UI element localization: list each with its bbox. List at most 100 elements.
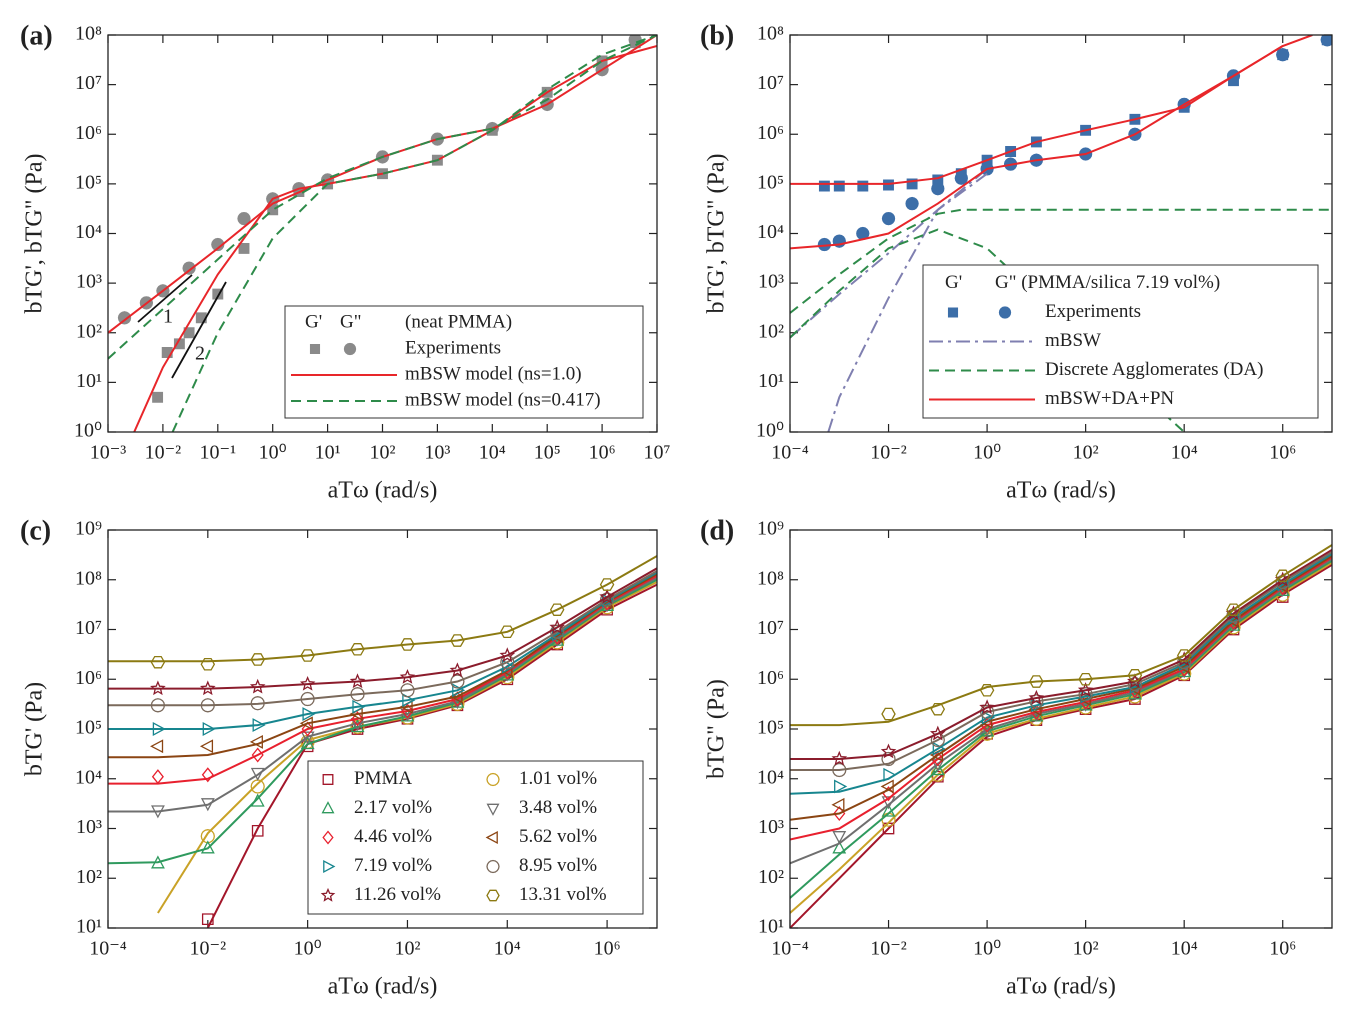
legend-header: G": [340, 311, 361, 332]
data-point: [309, 343, 321, 355]
model-line: [171, 35, 657, 432]
plot-area: [108, 555, 657, 928]
x-tick-label: 10³: [424, 442, 450, 464]
model-line: [108, 574, 657, 785]
data-point: [400, 683, 415, 698]
y-tick-label: 10⁸: [757, 567, 784, 589]
x-tick-label: 10⁻⁴: [771, 442, 809, 464]
model-line: [790, 172, 988, 339]
y-tick-label: 10⁷: [75, 617, 102, 639]
x-tick-label: 10⁻²: [145, 442, 182, 464]
data-point: [832, 831, 847, 845]
data-point: [905, 196, 919, 211]
slope-line: [137, 274, 193, 323]
data-point: [117, 311, 132, 325]
y-axis-label: bTG', bTG" (Pa): [22, 153, 48, 313]
data-point: [931, 182, 945, 196]
data-point: [250, 696, 265, 711]
data-point: [1320, 35, 1332, 47]
panel-label: (a): [20, 20, 53, 51]
model-line: [790, 35, 1313, 185]
y-tick-label: 10⁵: [75, 171, 102, 193]
model-line: [790, 553, 1332, 795]
legend-label: mBSW model (ns=0.417): [405, 389, 601, 410]
data-point: [857, 180, 869, 192]
data-point: [151, 805, 165, 819]
model-line: [108, 571, 657, 730]
data-point: [202, 722, 216, 736]
data-point: [929, 725, 946, 741]
data-point: [200, 829, 215, 844]
data-point: [834, 779, 848, 794]
data-point: [320, 887, 336, 902]
y-tick-label: 10⁶: [757, 122, 784, 144]
y-tick-label: 10⁴: [75, 766, 102, 788]
x-tick-label: 10⁰: [973, 938, 1001, 960]
model-line: [790, 548, 1332, 760]
annotation: 1: [163, 306, 173, 328]
data-point: [979, 684, 995, 697]
plot-frame: [789, 529, 1333, 929]
x-tick-label: 10⁻²: [870, 938, 907, 960]
data-point: [1176, 649, 1192, 662]
data-point: [182, 261, 196, 275]
model-line: [790, 563, 1332, 928]
y-tick-label: 10⁹: [757, 518, 784, 540]
x-tick-label: 10⁷: [644, 442, 671, 464]
data-point: [300, 649, 315, 662]
data-point: [301, 721, 314, 737]
data-point: [350, 643, 365, 656]
x-axis-label: aTω (rad/s): [328, 974, 438, 1000]
data-point: [350, 719, 365, 733]
legend-header: G': [945, 272, 962, 293]
x-tick-label: 10²: [370, 442, 396, 464]
data-point: [200, 657, 216, 671]
model-line: [790, 558, 1332, 865]
data-point: [250, 793, 265, 807]
data-point: [250, 653, 265, 666]
x-tick-label: 10⁶: [589, 442, 616, 464]
data-point: [322, 830, 334, 845]
y-tick-label: 10⁵: [757, 717, 784, 739]
data-point: [832, 840, 847, 854]
model-line: [790, 45, 1284, 250]
x-tick-label: 10²: [1073, 442, 1099, 464]
data-point: [173, 338, 185, 350]
data-point: [349, 673, 366, 689]
data-point: [883, 179, 894, 191]
data-point: [200, 698, 215, 713]
y-tick-label: 10²: [76, 866, 102, 888]
data-point: [300, 731, 315, 745]
y-tick-label: 10⁰: [756, 420, 784, 442]
legend-label: mBSW: [1045, 330, 1101, 351]
data-point: [250, 779, 265, 794]
data-point: [252, 718, 266, 732]
data-point: [1275, 569, 1290, 583]
data-point: [351, 711, 364, 727]
data-point: [1028, 689, 1045, 705]
y-tick-label: 10⁸: [75, 23, 102, 45]
data-point: [979, 699, 995, 715]
x-tick-label: 10⁻⁴: [771, 938, 809, 960]
data-point: [998, 306, 1012, 319]
y-tick-label: 10⁷: [75, 72, 102, 94]
x-axis-label: aTω (rad/s): [328, 478, 438, 504]
model-line: [790, 561, 1332, 914]
legend-label: 2.17 vol%: [354, 797, 432, 818]
data-point: [151, 769, 164, 785]
plot-frame: [789, 34, 1333, 433]
data-point: [299, 675, 316, 691]
y-tick-label: 10⁴: [75, 221, 102, 243]
data-point: [300, 736, 315, 750]
data-point: [1078, 672, 1093, 686]
x-tick-label: 10⁴: [494, 938, 521, 960]
legend-label: mBSW+DA+PN: [1045, 388, 1174, 409]
model-line: [108, 567, 657, 690]
y-tick-label: 10⁸: [75, 567, 102, 589]
y-tick-label: 10⁰: [74, 420, 102, 442]
legend-label: 11.26 vol%: [354, 884, 441, 905]
x-tick-label: 10⁻³: [90, 442, 127, 464]
y-tick-label: 10²: [76, 320, 102, 342]
data-point: [831, 797, 845, 812]
